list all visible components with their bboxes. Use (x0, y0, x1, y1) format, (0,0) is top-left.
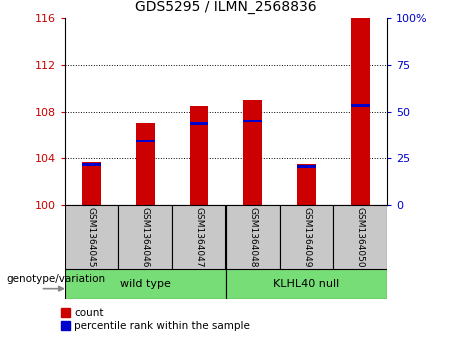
Text: KLHL40 null: KLHL40 null (273, 279, 340, 289)
Bar (351, 105, 370, 107)
Bar (333, 205, 387, 269)
Text: GSM1364045: GSM1364045 (87, 207, 96, 267)
Text: GSM1364050: GSM1364050 (356, 207, 365, 267)
Bar (243, 100, 262, 205)
Bar (226, 205, 280, 269)
Text: wild type: wild type (120, 279, 171, 289)
Bar (189, 122, 208, 125)
Bar (243, 120, 262, 122)
Bar (118, 205, 172, 269)
Bar (297, 166, 316, 168)
Title: GDS5295 / ILMN_2568836: GDS5295 / ILMN_2568836 (135, 0, 317, 15)
Text: GSM1364046: GSM1364046 (141, 207, 150, 267)
Bar (351, 18, 370, 205)
Bar (82, 162, 101, 205)
Legend: count, percentile rank within the sample: count, percentile rank within the sample (60, 308, 250, 331)
Bar (136, 139, 154, 142)
Bar (172, 205, 226, 269)
Bar (136, 123, 154, 205)
Bar (189, 106, 208, 205)
Bar (65, 205, 118, 269)
Text: genotype/variation: genotype/variation (6, 274, 105, 285)
Bar (297, 164, 316, 205)
Bar (82, 163, 101, 166)
Bar (226, 269, 387, 299)
Text: GSM1364049: GSM1364049 (302, 207, 311, 267)
Bar (280, 205, 333, 269)
Text: GSM1364048: GSM1364048 (248, 207, 257, 267)
Bar (65, 269, 226, 299)
Text: GSM1364047: GSM1364047 (195, 207, 203, 267)
